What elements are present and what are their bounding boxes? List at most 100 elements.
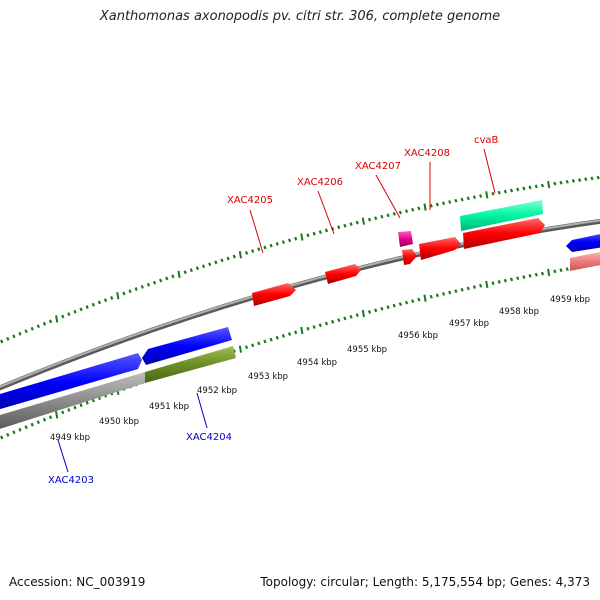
minor-tick	[73, 405, 77, 410]
minor-tick	[24, 329, 28, 334]
minor-tick	[263, 245, 267, 250]
minor-tick	[559, 268, 563, 273]
minor-tick	[522, 275, 526, 279]
minor-tick	[312, 231, 316, 236]
minor-tick	[337, 318, 341, 323]
minor-tick	[48, 415, 53, 420]
minor-tick	[318, 230, 322, 234]
minor-tick	[30, 326, 34, 331]
minor-tick	[171, 274, 175, 279]
minor-tick	[417, 297, 421, 302]
minor-tick	[404, 300, 409, 305]
minor-tick	[30, 422, 34, 427]
minor-tick	[91, 398, 95, 403]
gene-feature-olive	[145, 346, 236, 383]
minor-tick	[374, 308, 378, 313]
minor-tick	[6, 336, 10, 341]
minor-tick	[386, 213, 390, 218]
minor-tick	[559, 180, 563, 185]
kbp-tick-label: 4950 kbp	[99, 417, 139, 427]
kbp-tick-label: 4952 kbp	[197, 386, 237, 396]
gene-label: XAC4206	[297, 177, 343, 188]
minor-tick	[491, 281, 495, 286]
gene-feature-xac4206	[325, 264, 361, 284]
minor-tick	[472, 195, 477, 200]
minor-tick	[67, 312, 71, 317]
minor-tick	[232, 254, 236, 259]
major-tick	[485, 280, 489, 289]
map-title: Xanthomonas axonopodis pv. citri str. 30…	[99, 9, 501, 24]
minor-tick	[491, 191, 495, 196]
minor-tick	[312, 325, 316, 329]
minor-tick	[244, 345, 249, 350]
gene-label: cvaB	[474, 135, 499, 146]
gene-label: XAC4204	[186, 432, 232, 443]
minor-tick	[330, 319, 335, 324]
minor-tick	[103, 298, 108, 303]
minor-tick	[374, 216, 378, 221]
minor-tick	[208, 262, 212, 267]
minor-tick	[306, 326, 310, 331]
gene-feature-pink-right	[570, 252, 600, 271]
kbp-tick-label: 4951 kbp	[149, 402, 189, 412]
minor-tick	[553, 269, 557, 274]
minor-tick	[565, 267, 569, 272]
kbp-tick-label: 4958 kbp	[499, 307, 539, 317]
minor-tick	[596, 175, 600, 180]
minor-tick	[251, 249, 255, 253]
minor-tick	[343, 223, 347, 228]
minor-tick	[503, 278, 507, 283]
gene-feature-xac4207-b	[398, 231, 413, 247]
minor-tick	[79, 403, 83, 408]
minor-tick	[165, 276, 169, 281]
minor-tick	[146, 282, 151, 287]
minor-tick	[159, 278, 163, 283]
minor-tick	[269, 337, 273, 342]
minor-tick	[367, 310, 372, 314]
gene-label: XAC4205	[227, 195, 273, 206]
minor-tick	[189, 268, 193, 273]
minor-tick	[577, 178, 582, 182]
major-tick	[55, 411, 59, 419]
minor-tick	[220, 258, 224, 263]
minor-tick	[183, 270, 187, 275]
minor-tick	[411, 207, 415, 212]
minor-tick	[36, 420, 40, 425]
minor-tick	[294, 236, 298, 241]
minor-tick	[257, 247, 261, 252]
gene-feature-gray	[0, 372, 145, 429]
minor-tick	[380, 306, 384, 311]
minor-tick	[516, 276, 520, 281]
kbp-tick-label: 4953 kbp	[248, 372, 288, 382]
minor-tick	[287, 332, 292, 337]
minor-tick	[152, 280, 157, 285]
gene-label-leader	[483, 148, 496, 194]
minor-tick	[584, 177, 588, 182]
minor-tick	[226, 256, 230, 261]
genome-summary-text: Topology: circular; Length: 5,175,554 bp…	[260, 575, 590, 589]
minor-tick	[398, 302, 402, 307]
gene-feature-cvab	[463, 218, 545, 249]
minor-tick	[478, 283, 483, 288]
minor-tick	[337, 225, 341, 230]
gene-feature-xac4207	[402, 249, 417, 265]
gene-feature-xac4204	[142, 327, 232, 365]
kbp-tick-label: 4957 kbp	[449, 319, 489, 329]
minor-tick	[528, 185, 532, 190]
minor-tick	[0, 339, 4, 344]
minor-tick	[275, 241, 279, 246]
gene-feature-xac4203	[0, 353, 142, 410]
minor-tick	[214, 260, 218, 265]
minor-tick	[12, 334, 16, 339]
gene-feature-teal	[460, 200, 543, 231]
minor-tick	[429, 294, 433, 299]
major-tick	[116, 292, 120, 300]
major-tick	[177, 270, 181, 278]
gene-label-leader	[317, 190, 335, 235]
minor-tick	[392, 303, 396, 308]
gene-label: XAC4208	[404, 148, 450, 159]
minor-tick	[522, 186, 526, 191]
minor-tick	[0, 435, 4, 440]
minor-tick	[441, 201, 446, 206]
